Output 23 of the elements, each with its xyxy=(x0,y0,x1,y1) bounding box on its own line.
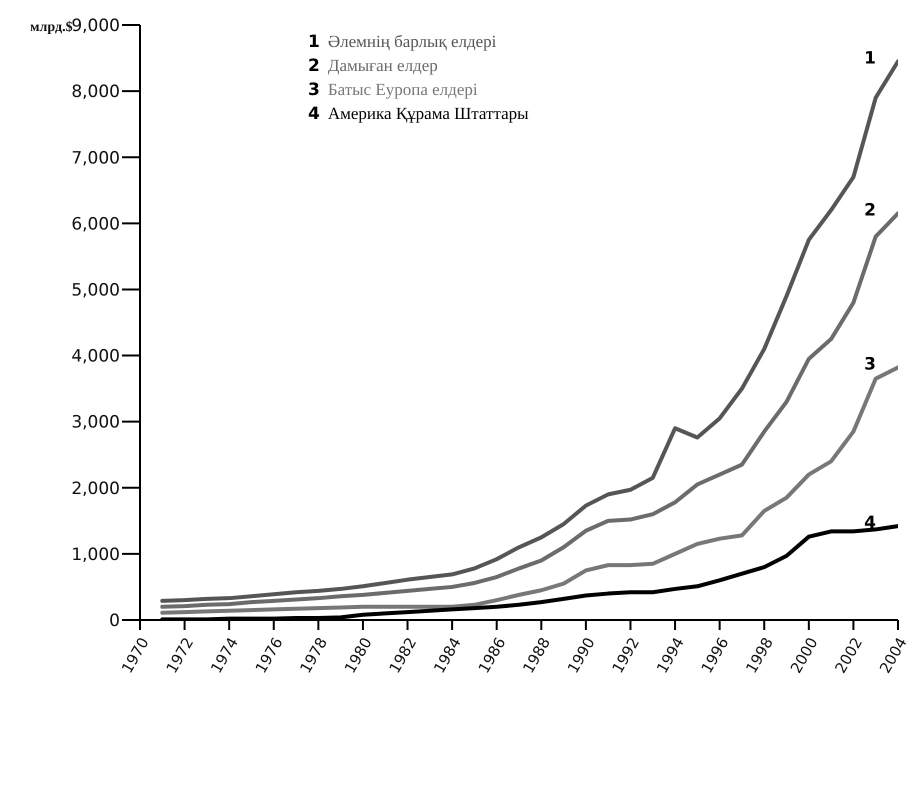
y-tick-label: 5,000 xyxy=(71,280,120,300)
text: Әлемнің барлық елдері xyxy=(328,32,496,51)
y-tick-label: 2,000 xyxy=(71,478,120,499)
text: Дамыған елдер xyxy=(328,56,438,75)
text: Батыс Еуропа елдері xyxy=(328,80,478,99)
y-tick-label: 6,000 xyxy=(71,214,120,234)
annotation: 1 xyxy=(308,32,320,52)
y-tick-label: 3,000 xyxy=(71,412,120,433)
text: Америка Құрама Штаттары xyxy=(328,104,529,123)
y-tick-label: 1,000 xyxy=(71,544,120,565)
text: 1 xyxy=(864,48,876,68)
text: 3 xyxy=(864,354,876,374)
y-axis-title: млрд.$ xyxy=(30,20,73,35)
annotation: 3 xyxy=(308,80,320,100)
y-tick-label: 9,000 xyxy=(71,16,120,36)
text: 2 xyxy=(864,200,876,220)
annotation: 4 xyxy=(308,104,320,124)
y-tick-label: 7,000 xyxy=(71,148,120,168)
y-tick-label: 8,000 xyxy=(71,82,120,102)
y-tick-label: 4,000 xyxy=(71,346,120,367)
annotation: 2 xyxy=(308,56,320,76)
y-tick-label: 0 xyxy=(109,611,120,632)
text: 4 xyxy=(864,513,876,534)
